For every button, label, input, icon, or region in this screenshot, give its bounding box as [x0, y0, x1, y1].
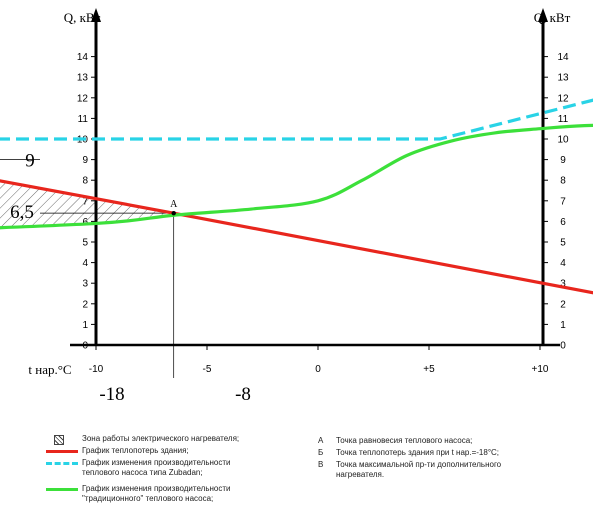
- y-tick-label-left: 0: [82, 341, 88, 352]
- y-tick-label-left: 13: [77, 73, 89, 84]
- legend-right-item-2-text: Точка максимальной пр-ти дополнительного: [336, 460, 502, 469]
- y-tick-label-right: 11: [558, 114, 569, 125]
- legend-left-item-3: График изменения производительности "трад…: [82, 484, 230, 504]
- y-tick-label-left: 4: [82, 258, 88, 269]
- series-line-zubadan: [0, 98, 593, 141]
- y-tick-label-right: 0: [560, 341, 566, 352]
- y-tick-label-right: 12: [557, 93, 569, 104]
- legend-line-swatch: [46, 450, 78, 453]
- y-tick-label-left: 9: [82, 155, 88, 166]
- legend-right-key: Б: [318, 448, 324, 457]
- point-label: А: [170, 199, 178, 210]
- y-tick-label-right: 8: [560, 176, 566, 187]
- y-tick-label-left: 14: [77, 52, 89, 63]
- y-tick-label-right: 10: [557, 135, 569, 146]
- legend-right-item-1: Точка теплопотерь здания при t нар.=-18°…: [336, 448, 499, 458]
- y-tick-label-left: 1: [82, 320, 88, 331]
- legend-right-item-0: Точка равновесия теплового насоса;: [336, 436, 472, 446]
- x-tick-label: 0: [315, 364, 321, 375]
- legend-right-item-2-text: нагревателя.: [336, 470, 385, 479]
- y-tick-label-right: 5: [560, 238, 566, 249]
- legend-right-item-0-text: Точка равновесия теплового насоса;: [336, 436, 473, 445]
- legend-left-item-2-text: теплового насоса типа Zubadan;: [82, 468, 203, 477]
- legend-right-item-2: Точка максимальной пр-ти дополнительного…: [336, 460, 501, 480]
- y-tick-label-right: 4: [560, 258, 566, 269]
- label-minus-8: -8: [235, 384, 251, 405]
- y-tick-label-right: 7: [560, 196, 566, 207]
- y-tick-label-right: 1: [560, 320, 566, 331]
- y-tick-label-left: 8: [82, 176, 88, 187]
- legend-left-item-2-text: График изменения производительности: [82, 458, 231, 467]
- y-tick-label-right: 3: [560, 279, 566, 290]
- legend-left-item-3-text: "традиционного" теплового насоса;: [82, 494, 214, 503]
- label-9: 9: [25, 151, 35, 172]
- legend-left-item-1: График теплопотерь здания;: [82, 446, 189, 456]
- y-tick-label-right: 6: [560, 217, 566, 228]
- label-6-5: 6,5: [10, 202, 34, 223]
- y-tick-label-right: 2: [560, 299, 566, 310]
- y-tick-label-right: 9: [560, 155, 566, 166]
- y-tick-label-left: 11: [78, 114, 89, 125]
- y-tick-label-left: 7: [82, 196, 88, 207]
- legend-left-item-2: График изменения производительности тепло…: [82, 458, 230, 478]
- legend-line-swatch: [46, 488, 78, 491]
- legend-left-item-0: Зона работы электрического нагревателя;: [82, 434, 239, 444]
- x-tick-label: +10: [532, 364, 549, 375]
- y-tick-label-left: 2: [82, 299, 88, 310]
- legend-right-key: В: [318, 460, 324, 469]
- y-axis-label-right: Q, кВт: [534, 10, 571, 25]
- legend-right-key: А: [318, 436, 324, 445]
- y-tick-label-left: 12: [77, 93, 89, 104]
- y-tick-label-right: 13: [557, 73, 569, 84]
- legend-left-item-1-text: График теплопотерь здания;: [82, 446, 189, 455]
- legend-left-item-3-text: График изменения производительности: [82, 484, 231, 493]
- x-tick-label: -10: [89, 364, 104, 375]
- x-tick-label: -5: [203, 364, 212, 375]
- point-marker: [171, 210, 176, 216]
- y-tick-label-left: 5: [82, 238, 88, 249]
- hatch-zone: [0, 180, 174, 228]
- x-tick-label: +5: [423, 364, 435, 375]
- legend-hatch-swatch: [54, 435, 64, 445]
- y-axis-left-arrow: [91, 8, 101, 22]
- y-axis-label-left: Q, кВт: [64, 10, 101, 25]
- y-tick-label-right: 14: [557, 52, 569, 63]
- legend-line-swatch: [46, 462, 78, 465]
- y-axis-right-arrow: [538, 8, 548, 22]
- series-line-traditional: [0, 123, 593, 230]
- x-axis-label: t нар.°С: [28, 362, 71, 377]
- y-tick-label-left: 3: [82, 279, 88, 290]
- legend-right-item-1-text: Точка теплопотерь здания при t нар.=-18°…: [336, 448, 500, 457]
- y-tick-label-left: 6: [82, 217, 88, 228]
- label-minus-18: -18: [99, 384, 124, 405]
- series-line-heat_loss: [0, 179, 593, 295]
- legend-left-item-0-text: Зона работы электрического нагревателя;: [82, 434, 240, 443]
